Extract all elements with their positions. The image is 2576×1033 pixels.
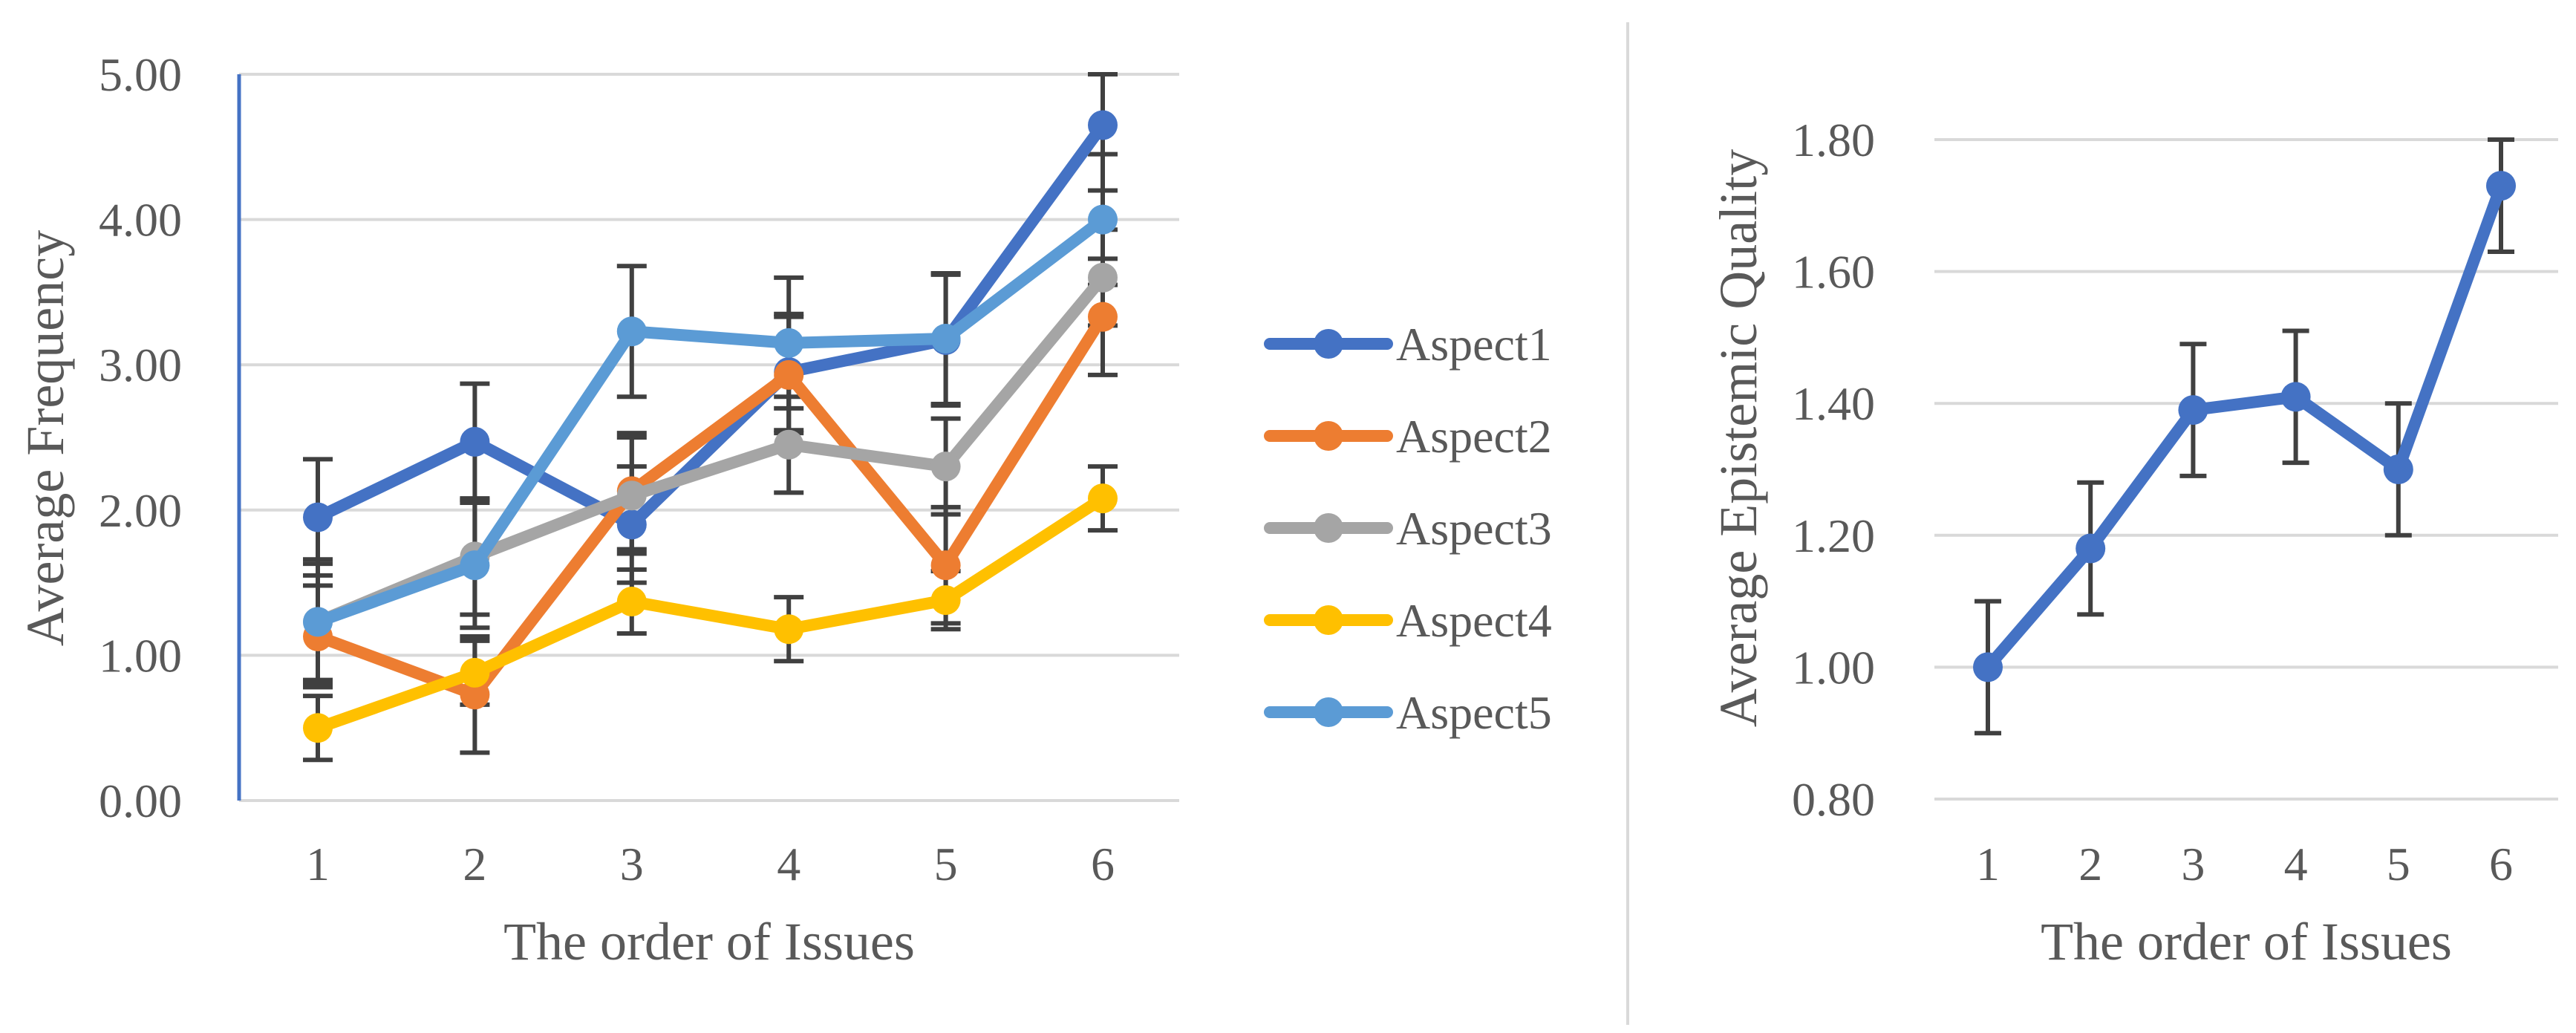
legend-label: Aspect4 — [1396, 594, 1552, 647]
epistemic-quality-chart-series — [1973, 171, 2516, 682]
legend-label: Aspect3 — [1396, 502, 1552, 555]
epistemic-quality-chart: 0.80 1.00 1.20 1.40 1.60 1.80 1 2 3 4 5 6 The orde… — [1709, 114, 2558, 971]
data-point — [2486, 171, 2516, 201]
x-tick-label: 6 — [1091, 838, 1115, 890]
data-point — [930, 323, 961, 353]
epistemic-quality-chart-y-axis-title: Average Epistemic Quality — [1709, 149, 1768, 727]
data-point — [460, 426, 490, 457]
x-tick-label: 4 — [2284, 838, 2308, 890]
data-point — [460, 680, 490, 710]
x-tick-label: 3 — [620, 838, 644, 890]
y-tick-label: 1.00 — [99, 629, 182, 682]
data-point — [2280, 382, 2311, 412]
legend-label: Aspect2 — [1396, 410, 1552, 463]
x-tick-label: 2 — [463, 838, 486, 890]
y-tick-label: 2.00 — [99, 484, 182, 537]
frequency-chart-y-ticks: 0.00 1.00 2.00 3.00 4.00 5.00 — [99, 48, 182, 827]
data-point — [303, 607, 333, 637]
data-point — [460, 550, 490, 581]
data-point — [1088, 110, 1118, 140]
frequency-chart: 0.00 1.00 2.00 3.00 4.00 5.00 1 2 3 4 5 6 The orde… — [16, 48, 1552, 971]
epistemic-quality-chart-x-axis-title: The order of Issues — [2041, 912, 2452, 971]
data-point — [774, 614, 804, 645]
data-point — [930, 585, 961, 616]
data-point — [460, 657, 490, 688]
y-tick-label: 0.80 — [1792, 773, 1875, 826]
data-point — [616, 316, 647, 347]
y-tick-label: 3.00 — [99, 339, 182, 391]
epistemic-quality-chart-x-ticks: 1 2 3 4 5 6 — [1976, 838, 2513, 890]
legend-swatch-marker — [1314, 513, 1343, 543]
data-point — [2076, 533, 2106, 564]
y-tick-label: 1.00 — [1792, 641, 1875, 694]
frequency-chart-x-ticks: 1 2 3 4 5 6 — [306, 838, 1115, 890]
x-tick-label: 1 — [306, 838, 330, 890]
x-tick-label: 5 — [934, 838, 958, 890]
epistemic-quality-chart-error-bars — [1975, 137, 2514, 736]
legend-label: Aspect1 — [1396, 318, 1552, 371]
series-line-aspect3 — [312, 271, 1109, 628]
data-point — [616, 587, 647, 617]
legend-label: Aspect5 — [1396, 686, 1552, 739]
legend-swatch-marker — [1314, 421, 1343, 451]
series-line-aspect4 — [312, 492, 1109, 734]
epistemic-quality-chart-gridlines — [1934, 138, 2558, 801]
data-point — [1088, 262, 1118, 293]
frequency-chart-legend: Aspect1 Aspect2 Aspect3 Aspect4 Aspect5 — [1264, 318, 1552, 739]
x-tick-label: 1 — [1976, 838, 2000, 890]
y-tick-label: 0.00 — [99, 775, 182, 827]
frequency-chart-series — [303, 110, 1118, 743]
data-point — [303, 502, 333, 532]
y-tick-label: 1.20 — [1792, 509, 1875, 562]
epistemic-quality-chart-y-ticks: 0.80 1.00 1.20 1.40 1.60 1.80 — [1792, 114, 1875, 826]
x-tick-label: 3 — [2181, 838, 2205, 890]
legend-swatch-marker — [1314, 697, 1343, 727]
series-line-aspect5 — [312, 213, 1109, 628]
legend-swatch-marker — [1314, 329, 1343, 359]
data-point — [1088, 483, 1118, 514]
data-point — [1973, 652, 2003, 682]
x-tick-label: 6 — [2489, 838, 2513, 890]
y-tick-label: 1.80 — [1792, 114, 1875, 166]
data-point — [303, 713, 333, 743]
x-tick-label: 2 — [2078, 838, 2102, 890]
data-point — [774, 429, 804, 460]
data-point — [930, 550, 961, 581]
series-line-aspect2 — [312, 310, 1109, 701]
x-tick-label: 5 — [2387, 838, 2410, 890]
frequency-chart-x-axis-title: The order of Issues — [503, 912, 915, 971]
y-tick-label: 4.00 — [99, 194, 182, 247]
frequency-chart-gridlines — [239, 73, 1179, 802]
y-tick-label: 1.60 — [1792, 246, 1875, 299]
x-tick-label: 4 — [777, 838, 800, 890]
data-point — [774, 359, 804, 390]
series-line-aspect1 — [312, 119, 1109, 531]
legend-swatch-marker — [1314, 605, 1343, 635]
data-point — [930, 452, 961, 482]
data-point — [774, 328, 804, 358]
frequency-chart-error-bars — [303, 72, 1118, 763]
y-tick-label: 5.00 — [99, 48, 182, 101]
series-line-epistemic-quality — [1982, 180, 2507, 674]
data-point — [2383, 454, 2413, 484]
y-tick-label: 1.40 — [1792, 377, 1875, 430]
data-point — [2178, 395, 2208, 426]
data-point — [616, 480, 647, 511]
data-point — [1088, 204, 1118, 235]
data-point — [1088, 302, 1118, 332]
data-point — [616, 509, 647, 540]
frequency-chart-y-axis-title: Average Frequency — [16, 230, 75, 646]
